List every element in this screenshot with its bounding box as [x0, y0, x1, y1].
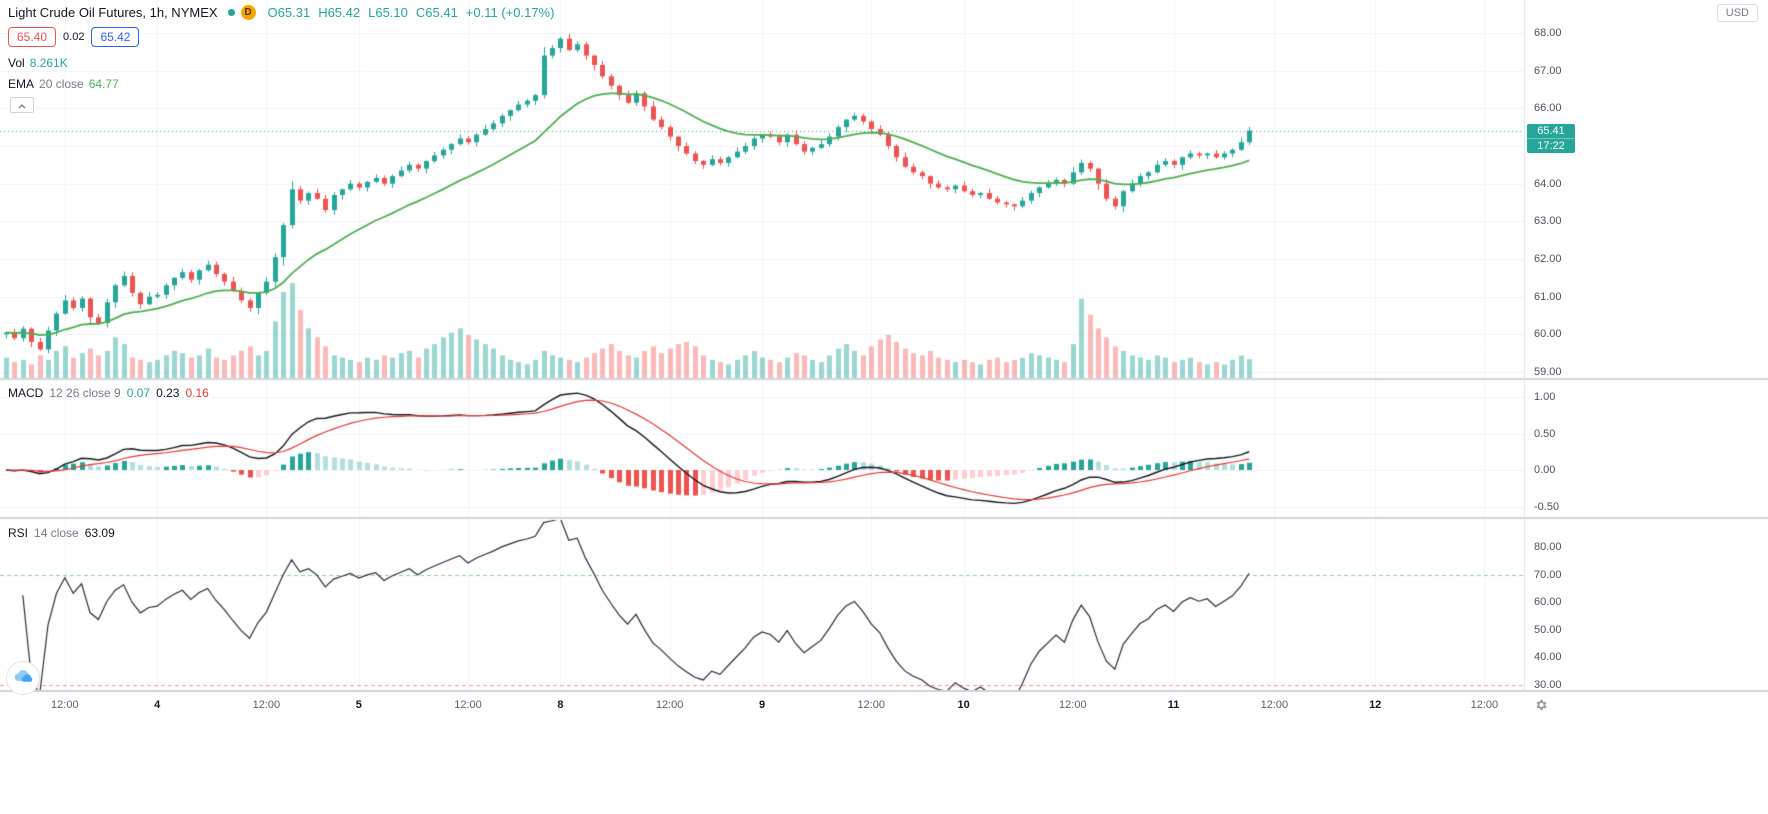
logo-button[interactable] — [6, 661, 40, 695]
chevron-up-icon — [18, 96, 26, 114]
collapse-legend-button[interactable] — [10, 97, 34, 113]
price-tick: 40.00 — [1534, 651, 1562, 664]
macd-hist-value: 0.07 — [126, 386, 151, 400]
ohlc-values: O65.31 H65.42 L65.10 C65.41 +0.11 (+0.17… — [268, 5, 555, 20]
last-price-value: 65.41 — [1527, 124, 1575, 139]
ema-params: 20 close — [39, 77, 84, 91]
price-tick: 0.00 — [1534, 464, 1556, 476]
spread-value: 0.02 — [63, 31, 85, 43]
ema-legend[interactable]: EMA 20 close 64.77 — [8, 77, 119, 91]
ema-value: 64.77 — [88, 77, 119, 91]
macd-title: MACD — [8, 386, 44, 400]
price-tick: 59.00 — [1534, 366, 1562, 378]
ohlc-high: H65.42 — [318, 5, 361, 20]
bid-button[interactable]: 65.40 — [8, 27, 57, 47]
price-tick: 60.00 — [1534, 596, 1562, 609]
time-tick: 12:00 — [1059, 699, 1087, 711]
price-axis[interactable]: USD 68.0067.0066.0065.0064.0063.0062.006… — [1524, 0, 1768, 814]
price-tick: 0.50 — [1534, 427, 1556, 440]
time-tick: 12:00 — [857, 699, 885, 711]
price-tick: 1.00 — [1534, 391, 1556, 403]
currency-button[interactable]: USD — [1716, 4, 1758, 22]
time-tick: 12:00 — [1470, 699, 1499, 711]
market-status-icon — [227, 9, 235, 16]
time-tick-day: 10 — [957, 699, 970, 711]
settings-gear-icon[interactable] — [1534, 698, 1548, 717]
time-tick: 12:00 — [655, 699, 684, 711]
time-tick-day: 11 — [1167, 699, 1180, 711]
price-tick: 80.00 — [1534, 541, 1562, 553]
price-tick: 62.00 — [1534, 253, 1562, 265]
time-tick-day: 9 — [758, 699, 766, 711]
bid-ask-row: 65.40 0.02 65.42 — [8, 27, 140, 47]
volume-label: Vol — [8, 56, 25, 70]
time-tick: 12:00 — [1260, 699, 1289, 711]
macd-params: 12 26 close 9 — [49, 386, 121, 400]
time-axis[interactable]: 12:00 4 12:00 5 12:00 8 12:00 9 12:00 10 12:00 11 12… — [0, 692, 1768, 814]
price-tick: 67.00 — [1534, 64, 1562, 77]
price-tick: 60.00 — [1534, 328, 1562, 341]
macd-legend[interactable]: MACD 12 26 close 9 0.07 0.23 0.16 — [8, 386, 209, 400]
time-tick-day: 8 — [557, 699, 564, 711]
cloud-logo-icon — [13, 668, 33, 688]
delayed-data-icon[interactable]: D — [240, 5, 256, 20]
time-tick-day: 4 — [154, 699, 161, 711]
time-tick-day: 12 — [1369, 699, 1382, 711]
price-tick: 64.00 — [1534, 177, 1562, 190]
price-tick: 63.00 — [1534, 215, 1562, 228]
symbol-title[interactable]: Light Crude Oil Futures, 1h, NYMEX — [8, 5, 218, 20]
ohlc-change: +0.11 (+0.17%) — [465, 5, 555, 20]
ohlc-open: O65.31 — [267, 5, 311, 20]
time-tick-day: 5 — [355, 699, 362, 711]
time-tick: 12:00 — [454, 699, 482, 711]
symbol-legend[interactable]: Light Crude Oil Futures, 1h, NYMEX D O65… — [8, 5, 554, 20]
time-tick: 12:00 — [51, 699, 79, 711]
macd-signal-value: 0.16 — [185, 386, 209, 400]
rsi-title: RSI — [8, 526, 29, 540]
rsi-legend[interactable]: RSI 14 close 63.09 — [8, 526, 115, 540]
price-tick: 61.00 — [1534, 290, 1562, 303]
rsi-params: 14 close — [34, 526, 79, 540]
price-tick: 70.00 — [1534, 568, 1562, 581]
macd-line-value: 0.23 — [156, 386, 180, 400]
ema-title: EMA — [8, 77, 35, 91]
ask-button[interactable]: 65.42 — [91, 27, 140, 47]
price-tick: -0.50 — [1534, 500, 1560, 513]
countdown-timer: 17:22 — [1537, 139, 1565, 152]
price-tick: 66.00 — [1534, 102, 1562, 115]
ohlc-close: C65.41 — [415, 5, 458, 20]
price-tick: 30.00 — [1534, 679, 1562, 691]
last-price-label: 65.41 17:22 — [1527, 123, 1575, 153]
ohlc-low: L65.10 — [368, 5, 408, 20]
time-tick: 12:00 — [252, 699, 281, 711]
price-tick: 68.00 — [1534, 27, 1562, 39]
rsi-value: 63.09 — [84, 526, 115, 540]
volume-legend[interactable]: Vol 8.261K — [8, 56, 68, 70]
volume-value: 8.261K — [29, 56, 68, 70]
price-tick: 50.00 — [1534, 623, 1562, 636]
